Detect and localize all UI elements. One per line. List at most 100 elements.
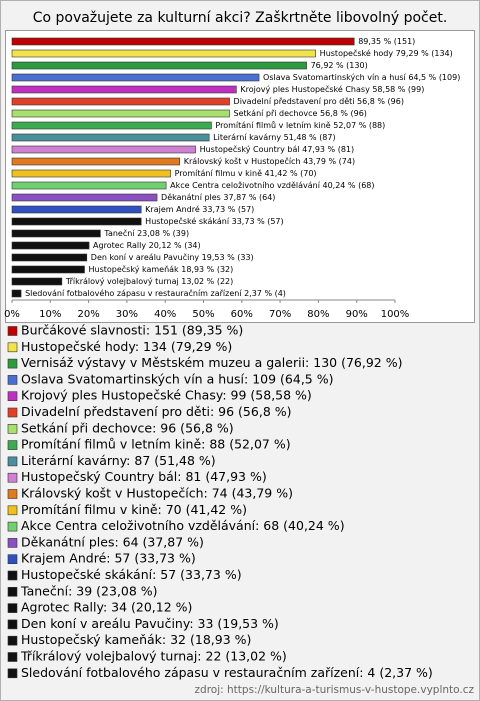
data-label: Agrotec Rally 20,12 % (34) <box>93 241 201 250</box>
source: zdroj: https://kultura-a-turismus-v-hust… <box>195 684 475 696</box>
chart-title: Co považujete za kulturní akci? Zaškrtně… <box>33 10 448 26</box>
data-label: Den koní v areálu Pavučiny 19,53 % (33) <box>91 252 254 262</box>
bar <box>11 157 181 166</box>
legend-entry: Akce Centra celoživotního vzdělávání: 68… <box>21 518 345 533</box>
legend-entry: Sledování fotbalového zápasu v restaurač… <box>21 665 433 680</box>
bar <box>11 241 90 250</box>
bar <box>11 145 196 154</box>
data-label: Akce Centra celoživotního vzdělávání 40,… <box>170 181 374 190</box>
legend-entry: Literární kavárny: 87 (51,48 %) <box>21 453 216 468</box>
bar <box>11 133 210 142</box>
legend-swatch <box>7 358 18 369</box>
legend-entry: Promítání filmu v kině: 70 (41,42 %) <box>21 502 247 517</box>
x-tick-label: 20% <box>77 309 99 320</box>
data-label: Hustopečské hody 79,29 % (134) <box>320 48 453 58</box>
legend-entry: Taneční: 39 (23,08 %) <box>20 583 158 598</box>
legend-entry: Oslava Svatomartinských vín a husí: 109 … <box>21 371 333 386</box>
bar <box>11 37 355 46</box>
legend-entry: Hustopečské hody: 134 (79,29 %) <box>21 339 232 354</box>
bar <box>11 169 171 178</box>
bar <box>11 73 260 82</box>
data-label: Královský košt v Hustopečích 43,79 % (74… <box>184 156 355 166</box>
data-label: Děkanátní ples 37,87 % (64) <box>161 193 275 202</box>
legend-entry: Vernisáž výstavy v Městském muzeu a gale… <box>21 355 402 370</box>
x-tick-label: 10% <box>39 309 61 320</box>
legend-swatch <box>7 538 18 548</box>
legend-swatch <box>7 407 18 418</box>
legend-swatch <box>7 603 18 613</box>
x-tick-label: 100% <box>381 309 410 320</box>
data-label: Oslava Svatomartinských vín a husí 64,5 … <box>263 73 460 82</box>
legend-swatch <box>7 554 18 565</box>
data-label: Hustopečský Country bál 47,93 % (81) <box>200 144 355 154</box>
legend-swatch <box>7 456 18 467</box>
bar <box>11 61 307 70</box>
legend-entry: Burčákové slavnosti: 151 (89,35 %) <box>21 323 243 338</box>
bar <box>11 181 167 190</box>
legend-swatch <box>7 521 18 532</box>
legend-swatch <box>7 586 18 597</box>
x-tick-label: 0% <box>4 309 20 320</box>
x-tick-label: 80% <box>307 309 329 320</box>
legend-swatch <box>7 423 18 434</box>
data-label: Taneční 23,08 % (39) <box>103 228 189 238</box>
x-tick-label: 60% <box>231 309 253 320</box>
x-tick-label: 40% <box>154 309 176 320</box>
legend-entry: Královský košt v Hustopečích: 74 (43,79 … <box>21 486 293 501</box>
bar <box>11 205 142 214</box>
bar <box>11 265 85 274</box>
legend-swatch <box>7 635 18 646</box>
data-label: 76,92 % (130) <box>311 61 368 70</box>
bar <box>11 121 212 130</box>
data-label: Divadelní představení pro děti 56,8 % (9… <box>234 97 404 106</box>
x-tick-label: 70% <box>269 309 291 320</box>
legend-swatch <box>7 375 18 385</box>
legend-entry: Krajem André: 57 (33,73 %) <box>21 551 196 566</box>
x-tick-label: 50% <box>192 309 214 320</box>
data-label: Tříkrálový volejbalový turnaj 13,02 % (2… <box>65 277 233 286</box>
legend-swatch <box>7 489 18 499</box>
legend-swatch <box>7 570 18 581</box>
data-label: Sledování fotbalového zápasu v restaurač… <box>25 288 286 298</box>
legend-entry: Divadelní představení pro děti: 96 (56,8… <box>21 404 292 419</box>
data-label: Hustopečský kameňák 18,93 % (32) <box>89 264 234 274</box>
legend-swatch <box>7 505 18 516</box>
data-label: Promítání filmu v kině 41,42 % (70) <box>175 169 317 178</box>
bar <box>11 193 158 202</box>
legend-entry: Hustopečský kameňák: 32 (18,93 %) <box>21 632 251 647</box>
legend-swatch <box>7 652 18 662</box>
data-label: Hustopečské skákání 33,73 % (57) <box>145 216 283 226</box>
data-label: Krojový ples Hustopečské Chasy 58,58 % (… <box>240 84 424 94</box>
data-label: Setkání při dechovce 56,8 % (96) <box>234 109 367 118</box>
legend-swatch <box>7 391 18 402</box>
legend-entry: Hustopečské skákání: 57 (33,73 %) <box>21 567 242 582</box>
bar <box>11 97 230 106</box>
legend-swatch <box>7 668 18 679</box>
bar <box>11 253 88 262</box>
legend-entry: Hustopečský Country bál: 81 (47,93 %) <box>21 469 267 484</box>
data-label: Krajem André 33,73 % (57) <box>145 204 254 214</box>
legend-swatch <box>7 440 18 450</box>
bar <box>11 229 101 238</box>
legend-entry: Krojový ples Hustopečské Chasy: 99 (58,5… <box>21 388 312 403</box>
bar <box>11 277 63 286</box>
x-tick-label: 90% <box>346 309 368 320</box>
legend-entry: Setkání při dechovce: 96 (56,8 %) <box>21 420 234 435</box>
data-label: Promítání filmů v letním kině 52,07 % (8… <box>215 120 385 130</box>
legend-swatch <box>7 326 18 336</box>
legend-entry: Agrotec Rally: 34 (20,12 %) <box>21 600 192 615</box>
bar <box>11 217 142 226</box>
data-label: 89,35 % (151) <box>358 37 415 46</box>
x-tick-label: 30% <box>116 309 138 320</box>
legend-swatch <box>7 619 18 630</box>
legend-entry: Tříkrálový volejbalový turnaj: 22 (13,02… <box>20 649 287 664</box>
legend-entry: Promítání filmů v letním kině: 88 (52,07… <box>21 437 291 452</box>
bar <box>11 49 316 58</box>
data-label: Literární kavárny 51,48 % (87) <box>213 133 335 142</box>
legend-entry: Den koní v areálu Pavučiny: 33 (19,53 %) <box>21 616 279 631</box>
bar <box>11 289 22 298</box>
bar <box>11 85 237 94</box>
legend-swatch <box>7 342 18 353</box>
